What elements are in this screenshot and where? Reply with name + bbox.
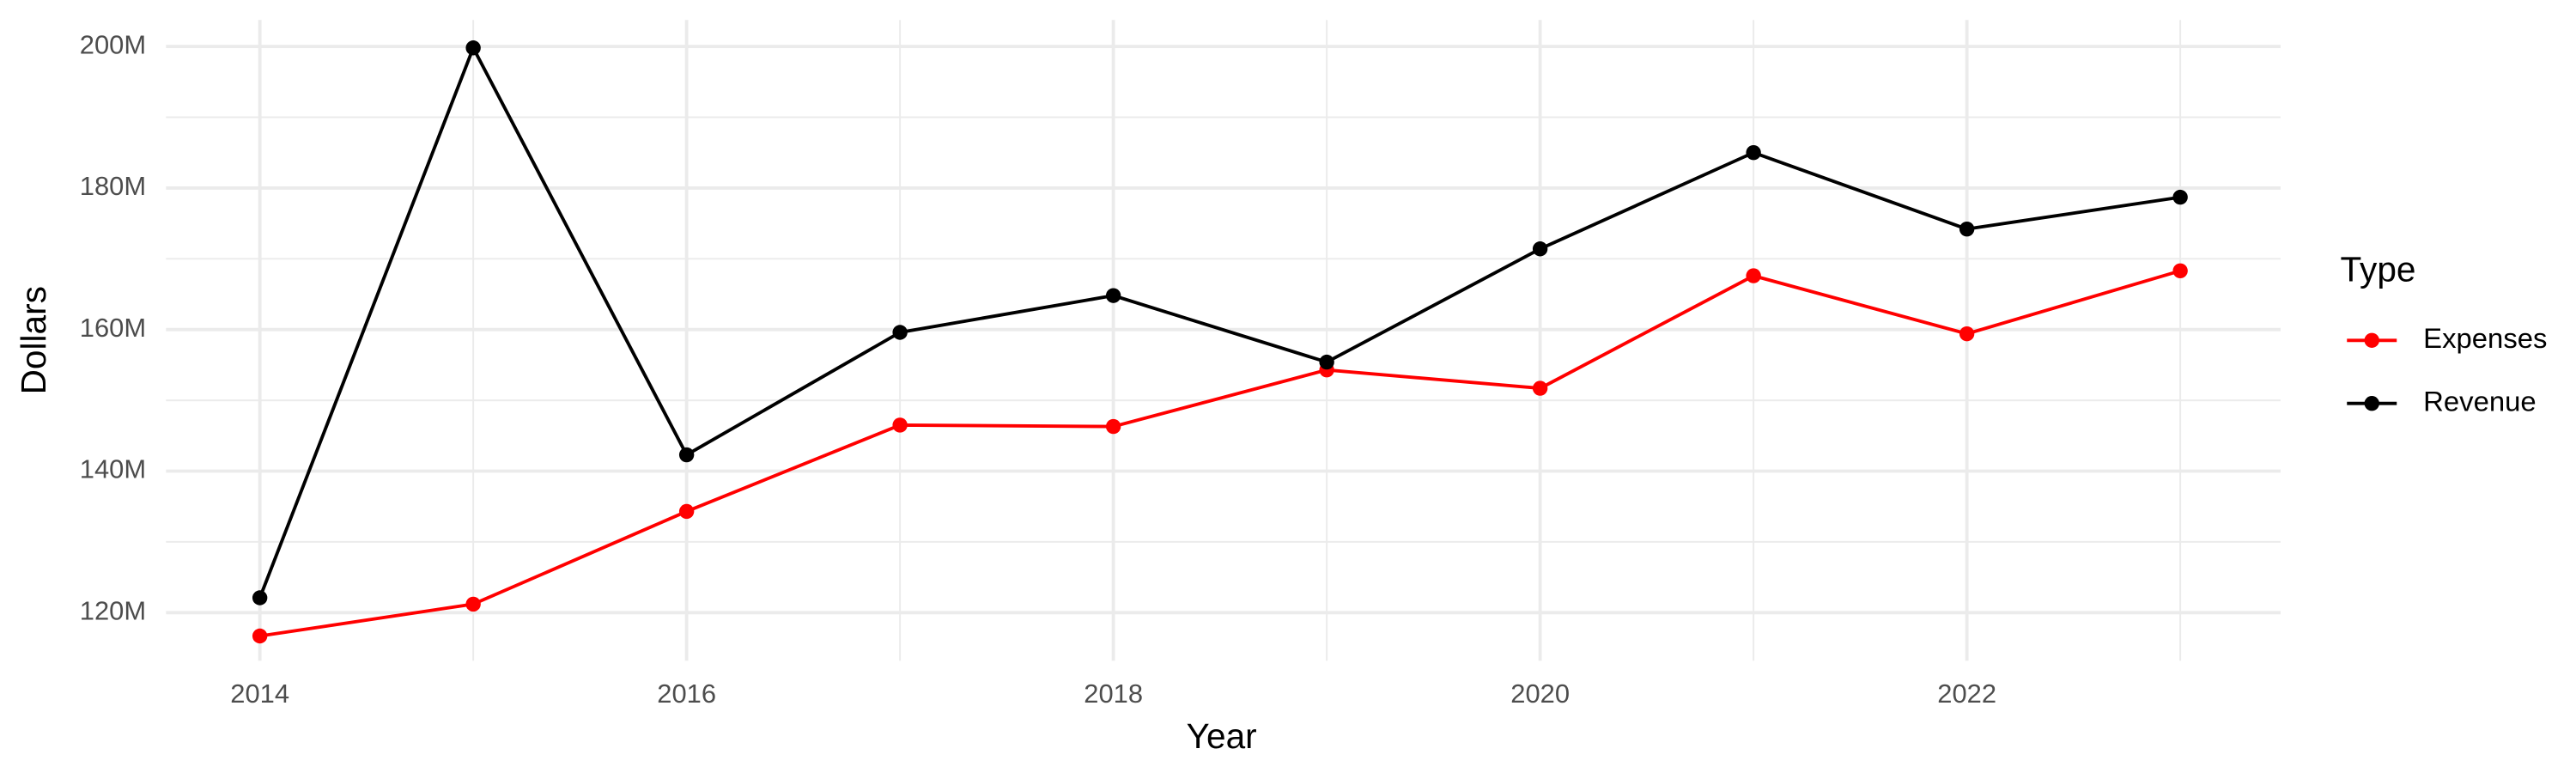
- data-point: [892, 417, 908, 433]
- legend-key-point: [2364, 396, 2379, 411]
- y-tick-label: 200M: [80, 29, 146, 59]
- legend-label: Expenses: [2423, 322, 2547, 354]
- data-point: [1746, 144, 1761, 161]
- data-point: [1105, 288, 1121, 303]
- data-point: [1105, 418, 1121, 435]
- x-tick-label: 2016: [657, 679, 716, 709]
- data-point: [1959, 221, 1975, 237]
- legend-key-point: [2364, 332, 2379, 348]
- data-point: [678, 503, 695, 520]
- data-point: [2172, 263, 2188, 279]
- y-tick-label: 180M: [80, 171, 146, 201]
- data-point: [465, 596, 481, 612]
- data-point: [892, 325, 908, 340]
- y-tick-label: 120M: [80, 595, 146, 625]
- data-point: [1319, 354, 1334, 370]
- data-point: [2172, 189, 2188, 205]
- series-line: [258, 44, 2181, 599]
- data-point: [465, 40, 481, 56]
- legend-title: Type: [2341, 250, 2416, 289]
- data-point: [1959, 326, 1975, 342]
- y-tick-label: 160M: [80, 313, 146, 343]
- data-point: [1532, 241, 1548, 257]
- data-point: [252, 628, 268, 644]
- y-tick-label: 140M: [80, 454, 146, 484]
- y-axis-title: Dollars: [14, 286, 53, 394]
- data-point: [1532, 380, 1548, 396]
- data-point: [252, 590, 268, 606]
- x-tick-label: 2018: [1084, 679, 1143, 709]
- x-tick-label: 2022: [1937, 679, 1996, 709]
- series-line: [259, 269, 2181, 638]
- legend-label: Revenue: [2423, 385, 2537, 417]
- x-tick-label: 2014: [230, 679, 289, 709]
- data-point: [678, 447, 695, 463]
- data-point: [1746, 268, 1761, 283]
- x-tick-label: 2020: [1510, 679, 1570, 709]
- x-axis-title: Year: [1187, 716, 1257, 756]
